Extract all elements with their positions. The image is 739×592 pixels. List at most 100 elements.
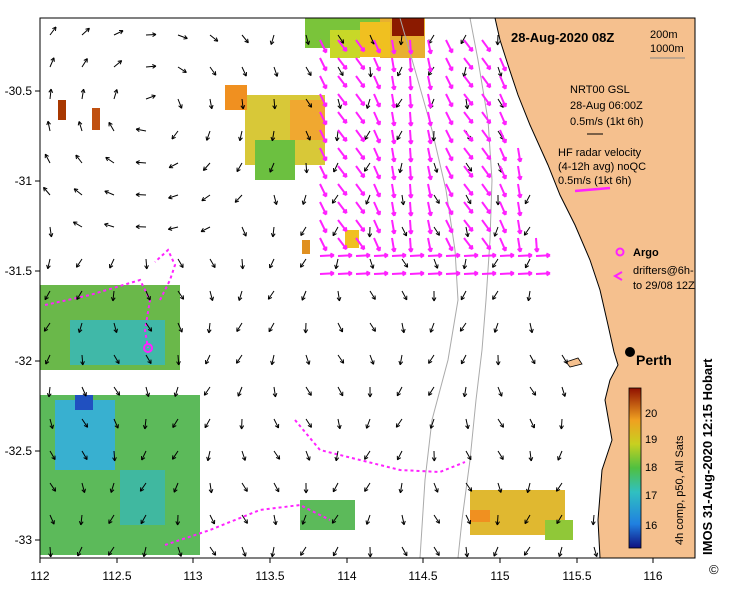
gsl-arrow-head (50, 88, 54, 93)
gsl-arrow-head (135, 192, 140, 195)
hf-arrow-head (342, 138, 347, 143)
hf-arrow-head (407, 194, 412, 199)
gsl-arrow (77, 546, 83, 557)
colorbar-label: 4h comp, p50, All Sats (674, 435, 686, 545)
gsl-arrow (271, 354, 275, 365)
gsl-arrow (209, 258, 216, 268)
hf-arrow-head (448, 139, 453, 144)
hf-arrow (391, 219, 396, 234)
gsl-arrow (273, 98, 276, 110)
hf-arrow (445, 129, 454, 143)
gsl-arrow (366, 418, 371, 429)
gsl-arrow-head (83, 58, 88, 61)
hf-arrow-head (448, 67, 453, 72)
gsl-arrow-head (136, 127, 141, 130)
hf-arrow-head (391, 68, 396, 73)
hf-arrow-head (486, 156, 491, 161)
hf-arrow-head (391, 248, 396, 253)
hf-arrow (337, 201, 348, 214)
gsl-arrow-head (179, 297, 184, 300)
gsl-arrow-head (80, 88, 84, 93)
hf-arrow (373, 272, 389, 275)
gsl-arrow-head (524, 553, 529, 556)
gsl-arrow-head (206, 329, 210, 334)
gsl-arrow (364, 130, 371, 140)
gsl-arrow (465, 418, 469, 429)
gsl-arrow-head (152, 95, 156, 99)
hf-arrow-head (427, 158, 432, 163)
gsl-arrow-head (557, 457, 562, 461)
gsl-arrow (234, 194, 243, 203)
gsl-arrow-head (74, 188, 79, 190)
gsl-arrow-head (304, 169, 308, 174)
hf-arrow (445, 272, 461, 275)
hf-arrow-head (501, 139, 507, 144)
gsl-arrow-head (434, 265, 438, 269)
legend: NRT00 GSL 28-Aug 06:00Z 0.5m/s (1kt 6h) … (558, 84, 695, 368)
gsl-arrow (465, 162, 473, 172)
hf-arrow (337, 75, 348, 88)
gsl-arrow-head (273, 73, 278, 77)
gsl-arrow (47, 121, 51, 132)
gsl-arrow-head (365, 104, 368, 109)
gsl-arrow-head (333, 169, 338, 173)
hf-arrow-head (517, 230, 522, 235)
gsl-arrow-head (301, 520, 304, 525)
y-tick-label: -32 (15, 354, 33, 368)
gsl-arrow (433, 546, 440, 556)
gsl-arrow (113, 60, 122, 68)
copyright-symbol: © (709, 562, 719, 577)
hf-arrow (427, 201, 432, 216)
gsl-arrow (177, 98, 183, 109)
hf-arrow-head (391, 86, 396, 91)
gsl-arrow-head (530, 425, 535, 429)
gsl-arrow-head (592, 521, 596, 526)
hf-arrow (481, 75, 492, 88)
hf-arrow-head (438, 272, 443, 277)
gsl-arrow-head (269, 169, 274, 173)
hf-arrow-head (501, 121, 507, 126)
gsl-arrow-head (492, 265, 497, 268)
gsl-arrow (209, 98, 213, 109)
gsl-arrow-head (275, 392, 278, 398)
gsl-arrow-head (112, 297, 116, 302)
gsl-arrow (145, 95, 156, 100)
gsl-arrow-head (403, 520, 406, 525)
gsl-arrow (113, 30, 124, 36)
gsl-arrow-head (300, 265, 305, 268)
gsl-arrow-head (370, 73, 373, 78)
gsl-arrow-head (528, 457, 532, 462)
hf-arrow-head (402, 254, 407, 259)
gsl-arrow-head (398, 360, 401, 365)
gsl-arrow-head (110, 489, 115, 493)
hf-arrow (535, 254, 551, 257)
gsl-arrow (496, 514, 499, 526)
gsl-arrow-head (46, 264, 49, 269)
legend-hf-line-3: 0.5m/s (1kt 6h) (558, 175, 631, 187)
hf-arrow (355, 272, 371, 275)
hf-arrow (409, 201, 413, 217)
gsl-arrow-head (403, 200, 406, 206)
gsl-arrow (529, 418, 535, 429)
gsl-arrow (561, 354, 568, 364)
hf-arrow (463, 129, 474, 142)
gsl-arrow (108, 546, 115, 556)
x-tick-label: 114 (337, 569, 356, 583)
hf-arrow (355, 111, 366, 124)
sst-patches (40, 18, 573, 555)
gsl-arrow (396, 450, 403, 461)
gsl-arrow-head (104, 223, 108, 228)
hf-arrow (409, 254, 425, 257)
hf-arrow (517, 183, 522, 198)
gsl-arrow (460, 290, 467, 301)
gsl-arrow (460, 34, 467, 44)
hf-arrow (445, 183, 454, 197)
hf-arrow (355, 254, 371, 257)
gsl-arrow (592, 514, 595, 526)
gsl-arrow-head (499, 425, 504, 428)
gsl-arrow-head (46, 393, 50, 398)
hf-arrow (481, 165, 492, 178)
gsl-arrow (529, 354, 536, 364)
hf-arrow-head (486, 210, 491, 215)
gsl-arrow (459, 322, 467, 332)
